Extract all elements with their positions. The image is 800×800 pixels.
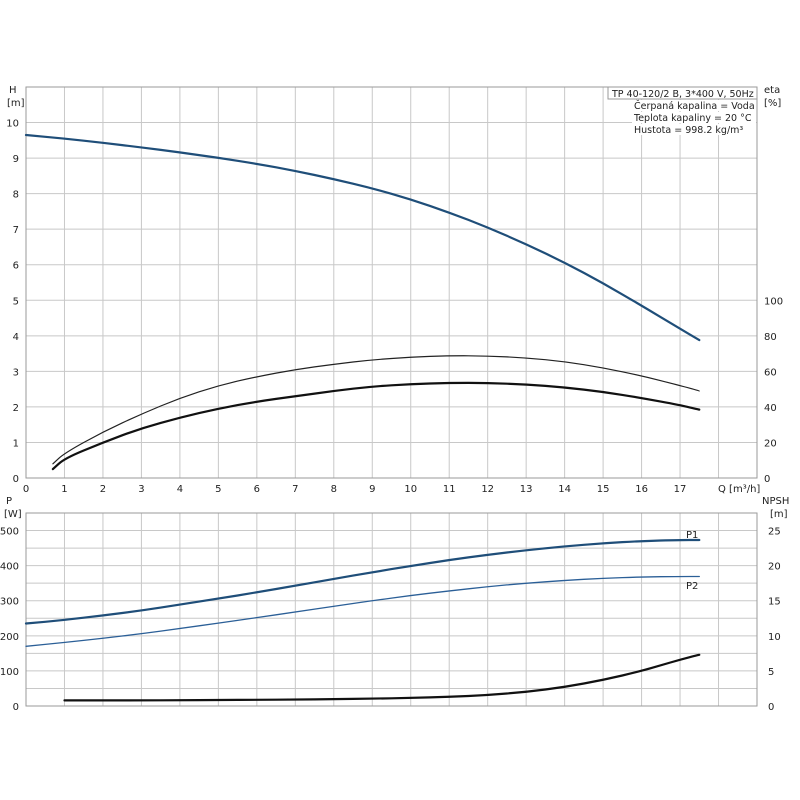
info-line-bg (632, 124, 756, 135)
info-line: Teplota kapaliny = 20 °C (633, 113, 752, 124)
info-line: Čerpaná kapalina = Voda (634, 100, 755, 112)
top-left-tick-label: 8 (13, 190, 19, 201)
x-tick-label: 17 (674, 484, 687, 495)
bottom-left-tick-label: 100 (0, 667, 19, 678)
p1-series-label: P1 (686, 530, 698, 541)
top-right-tick-label: 20 (764, 438, 777, 449)
top-left-axis-unit: [m] (7, 98, 25, 109)
info-line-bg (632, 100, 756, 111)
bottom-right-tick-label: 0 (768, 702, 774, 713)
x-tick-label: 8 (331, 484, 337, 495)
x-axis-label: Q [m³/h] (718, 484, 760, 495)
bottom-plot-frame (25, 512, 758, 707)
x-tick-label: 13 (520, 484, 533, 495)
top-left-axis-name: H (9, 85, 17, 96)
top-right-axis-name: eta (764, 85, 780, 96)
bottom-right-axis-unit: [m] (770, 509, 788, 520)
bottom-right-tick-label: 5 (768, 667, 774, 678)
x-tick-label: 9 (369, 484, 375, 495)
x-tick-label: 7 (292, 484, 298, 495)
x-tick-label: 2 (100, 484, 106, 495)
pump-title-box (607, 86, 758, 100)
bottom-right-tick-label: 25 (768, 527, 781, 538)
x-tick-label: 10 (404, 484, 417, 495)
top-right-tick-label: 100 (764, 296, 783, 307)
top-left-tick-label: 9 (13, 154, 19, 165)
x-tick-label: 4 (177, 484, 183, 495)
efficiency-curve-bold (51, 381, 701, 471)
x-tick-label: 5 (215, 484, 221, 495)
top-right-axis-unit: [%] (764, 98, 781, 109)
top-left-tick-label: 1 (13, 438, 19, 449)
x-tick-label: 14 (558, 484, 571, 495)
top-right-tick-label: 0 (764, 474, 770, 485)
x-tick-label: 0 (23, 484, 29, 495)
bottom-right-tick-label: 20 (768, 562, 781, 573)
x-tick-label: 12 (481, 484, 494, 495)
pump-model-title: TP 40-120/2 B, 3*400 V, 50Hz (611, 89, 754, 100)
top-plot-frame (25, 86, 758, 479)
top-left-tick-label: 5 (13, 296, 19, 307)
x-tick-label: 1 (61, 484, 67, 495)
bottom-right-axis-name: NPSH (762, 496, 789, 507)
info-line: Hustota = 998.2 kg/m³ (634, 125, 743, 136)
x-tick-label: 3 (138, 484, 144, 495)
npsh-curve (63, 653, 701, 702)
bottom-left-tick-label: 200 (0, 632, 19, 643)
x-tick-label: 16 (635, 484, 648, 495)
bottom-left-tick-label: 0 (13, 702, 19, 713)
top-right-tick-label: 40 (764, 403, 777, 414)
efficiency-curve-thin (52, 355, 700, 465)
x-tick-label: 11 (443, 484, 456, 495)
x-tick-label: 15 (597, 484, 610, 495)
bottom-left-axis-unit: [W] (4, 509, 22, 520)
top-left-tick-label: 2 (13, 403, 19, 414)
top-right-tick-label: 80 (764, 332, 777, 343)
x-tick-label: 6 (254, 484, 260, 495)
info-line-bg (632, 112, 756, 123)
top-left-tick-label: 7 (13, 225, 19, 236)
bottom-left-tick-label: 400 (0, 562, 19, 573)
top-left-tick-label: 0 (13, 474, 19, 485)
bottom-left-tick-label: 500 (0, 527, 19, 538)
top-left-tick-label: 6 (13, 261, 19, 272)
head-curve (24, 133, 701, 342)
power-p2-curve (25, 575, 700, 647)
top-left-tick-label: 10 (6, 119, 19, 130)
top-right-tick-label: 60 (764, 367, 777, 378)
p2-series-label: P2 (686, 581, 698, 592)
power-p1-curve (24, 538, 701, 625)
top-left-tick-label: 3 (13, 367, 19, 378)
bottom-left-axis-name: P (6, 496, 12, 507)
bottom-right-tick-label: 15 (768, 597, 781, 608)
bottom-right-tick-label: 10 (768, 632, 781, 643)
bottom-left-tick-label: 300 (0, 597, 19, 608)
top-left-tick-label: 4 (13, 332, 19, 343)
